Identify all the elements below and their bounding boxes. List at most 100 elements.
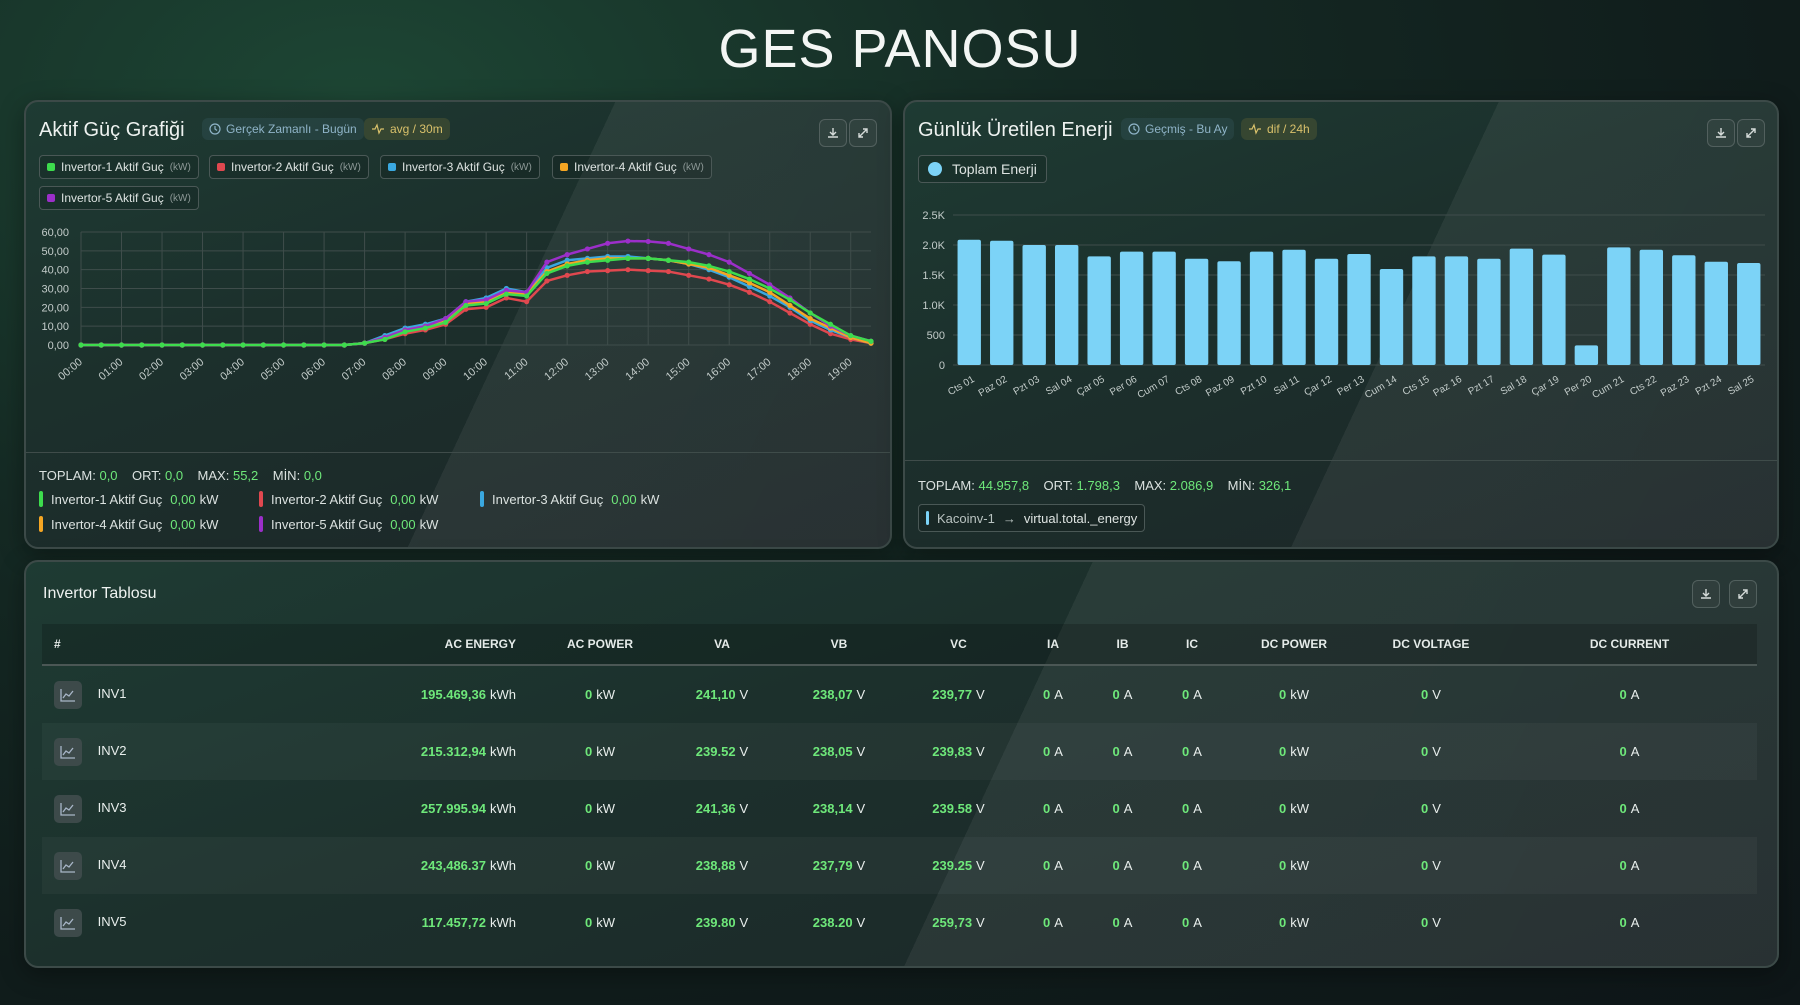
table-row[interactable]: INV1 195.469,36 kWh 0 kW 241,10 V 238,07 V 2… bbox=[42, 665, 1757, 723]
ib-value: 0 bbox=[1112, 915, 1120, 930]
aggregation-chip[interactable]: dif / 24h bbox=[1241, 118, 1317, 140]
ac-power-value: 0 bbox=[584, 687, 593, 702]
va-value: 241,36 bbox=[695, 801, 736, 816]
data-point-inv1 bbox=[848, 332, 854, 339]
column-header-ib[interactable]: IB bbox=[1089, 624, 1156, 666]
bar bbox=[1347, 254, 1371, 365]
x-tick-label: 03:00 bbox=[178, 356, 207, 383]
unit: kWh bbox=[490, 744, 516, 759]
unit: A bbox=[1054, 858, 1063, 873]
download-button[interactable] bbox=[819, 119, 847, 147]
column-header-ac-energy[interactable]: AC ENERGY bbox=[175, 624, 534, 666]
vc-cell: 239.25 V bbox=[900, 837, 1017, 894]
series-unit: kW bbox=[199, 491, 219, 507]
series-value: 0,00 bbox=[390, 516, 416, 532]
vb-value: 238,14 bbox=[812, 801, 853, 816]
unit: kWh bbox=[490, 801, 516, 816]
table-row[interactable]: INV4 243,486.37 kWh 0 kW 238,88 V 237,79 V 2… bbox=[42, 837, 1757, 894]
column-header-index[interactable]: # bbox=[42, 624, 175, 666]
dc-power-cell: 0 kW bbox=[1228, 665, 1360, 723]
download-button[interactable] bbox=[1692, 580, 1720, 608]
stat-total: 44.957,8 bbox=[978, 478, 1030, 493]
dc-voltage-value: 0 bbox=[1421, 744, 1429, 759]
data-source-chip[interactable]: Kacoinv-1 → virtual.total._energy bbox=[918, 504, 1146, 532]
column-header-ia[interactable]: IA bbox=[1017, 624, 1089, 666]
time-range-chip[interactable]: Geçmiş - Bu Ay bbox=[1121, 118, 1235, 140]
download-button[interactable] bbox=[1707, 119, 1735, 147]
dc-voltage-value: 0 bbox=[1421, 858, 1429, 873]
data-point-inv4 bbox=[726, 272, 732, 278]
ac-power-value: 0 bbox=[584, 858, 593, 873]
column-header-dc-current[interactable]: DC CURRENT bbox=[1502, 624, 1757, 666]
data-point-inv1 bbox=[341, 342, 347, 348]
column-header-va[interactable]: VA bbox=[666, 624, 778, 666]
column-header-vb[interactable]: VB bbox=[778, 624, 900, 666]
vc-value: 259,73 bbox=[932, 915, 973, 930]
table-row[interactable]: INV5 117.457,72 kWh 0 kW 239.80 V 238.20 V 2… bbox=[42, 894, 1757, 951]
data-point-inv5 bbox=[706, 252, 712, 258]
inverter-name: INV4 bbox=[97, 856, 127, 872]
ib-value: 0 bbox=[1112, 744, 1120, 759]
vc-cell: 259,73 V bbox=[900, 894, 1017, 951]
y-tick-label: 60,00 bbox=[41, 227, 69, 239]
time-range-chip[interactable]: Gerçek Zamanlı - Bugün bbox=[202, 118, 364, 140]
bar bbox=[1087, 256, 1111, 365]
data-point-inv1 bbox=[260, 342, 266, 348]
bar bbox=[1477, 258, 1501, 365]
column-header-dc-voltage[interactable]: DC VOLTAGE bbox=[1360, 624, 1502, 666]
data-point-inv1 bbox=[706, 263, 712, 269]
dc-current-value: 0 bbox=[1619, 858, 1627, 873]
ic-value: 0 bbox=[1182, 801, 1190, 816]
dc-power-cell: 0 kW bbox=[1228, 780, 1360, 837]
fullscreen-button[interactable] bbox=[849, 119, 877, 147]
fullscreen-button[interactable] bbox=[1729, 580, 1757, 608]
series-label: Invertor-5 Aktif Guç bbox=[271, 516, 383, 532]
chart-icon[interactable] bbox=[54, 851, 82, 880]
data-point-inv1 bbox=[503, 291, 509, 297]
column-header-ic[interactable]: IC bbox=[1156, 624, 1228, 666]
column-header-dc-power[interactable]: DC POWER bbox=[1228, 624, 1360, 666]
series-unit: kW bbox=[419, 491, 439, 507]
legend-item-inv2[interactable]: Invertor-2 Aktif Guç (kW) bbox=[209, 155, 369, 179]
x-tick-label: Sal 25 bbox=[1726, 374, 1756, 398]
table-row[interactable]: INV3 257.995.94 kWh 0 kW 241,36 V 238,14 V 2… bbox=[42, 780, 1757, 837]
fullscreen-button[interactable] bbox=[1737, 119, 1765, 147]
legend-item-total-energy[interactable]: Toplam Enerji bbox=[918, 155, 1047, 183]
table-row[interactable]: INV2 215.312,94 kWh 0 kW 239.52 V 238,05 V 2… bbox=[42, 723, 1757, 780]
chart-icon[interactable] bbox=[54, 737, 82, 766]
bar bbox=[1217, 261, 1241, 365]
y-tick-label: 50,00 bbox=[41, 246, 69, 258]
chart-icon[interactable] bbox=[54, 908, 82, 937]
data-point-inv1 bbox=[605, 257, 611, 263]
table-body: INV1 195.469,36 kWh 0 kW 241,10 V 238,07 V 2… bbox=[42, 665, 1757, 951]
chart-icon[interactable] bbox=[54, 680, 82, 709]
expand-icon bbox=[1738, 589, 1748, 599]
data-point-inv5 bbox=[483, 297, 489, 303]
column-header-ac-power[interactable]: AC POWER bbox=[534, 624, 666, 666]
dc-power-cell: 0 kW bbox=[1228, 723, 1360, 780]
ac-energy-value: 215.312,94 bbox=[420, 744, 486, 759]
data-point-inv2 bbox=[746, 289, 753, 295]
power-stats: TOPLAM: 0,0 ORT: 0,0 MAX: 55,2 MİN: 0,0 bbox=[39, 468, 322, 483]
data-point-inv1 bbox=[625, 255, 631, 261]
data-point-inv5 bbox=[463, 299, 469, 305]
column-header-vc[interactable]: VC bbox=[900, 624, 1017, 666]
x-tick-label: Cts 22 bbox=[1628, 374, 1659, 398]
bar bbox=[1444, 256, 1469, 365]
x-tick-label: 11:00 bbox=[502, 356, 530, 382]
legend-item-inv1[interactable]: Invertor-1 Aktif Guç (kW) bbox=[39, 155, 199, 179]
stat-label: TOPLAM: bbox=[918, 478, 975, 493]
chart-icon[interactable] bbox=[54, 794, 82, 823]
aggregation-chip[interactable]: avg / 30m bbox=[364, 118, 450, 140]
ia-value: 0 bbox=[1043, 687, 1051, 702]
bar bbox=[1737, 263, 1761, 365]
legend-item-inv4[interactable]: Invertor-4 Aktif Guç (kW) bbox=[552, 155, 712, 179]
card-title: Günlük Üretilen Enerji bbox=[918, 119, 1113, 141]
legend-item-inv3[interactable]: Invertor-3 Aktif Guç (kW) bbox=[380, 155, 540, 179]
unit: A bbox=[1193, 858, 1202, 873]
legend-item-inv5[interactable]: Invertor-5 Aktif Guç (kW) bbox=[39, 186, 199, 210]
